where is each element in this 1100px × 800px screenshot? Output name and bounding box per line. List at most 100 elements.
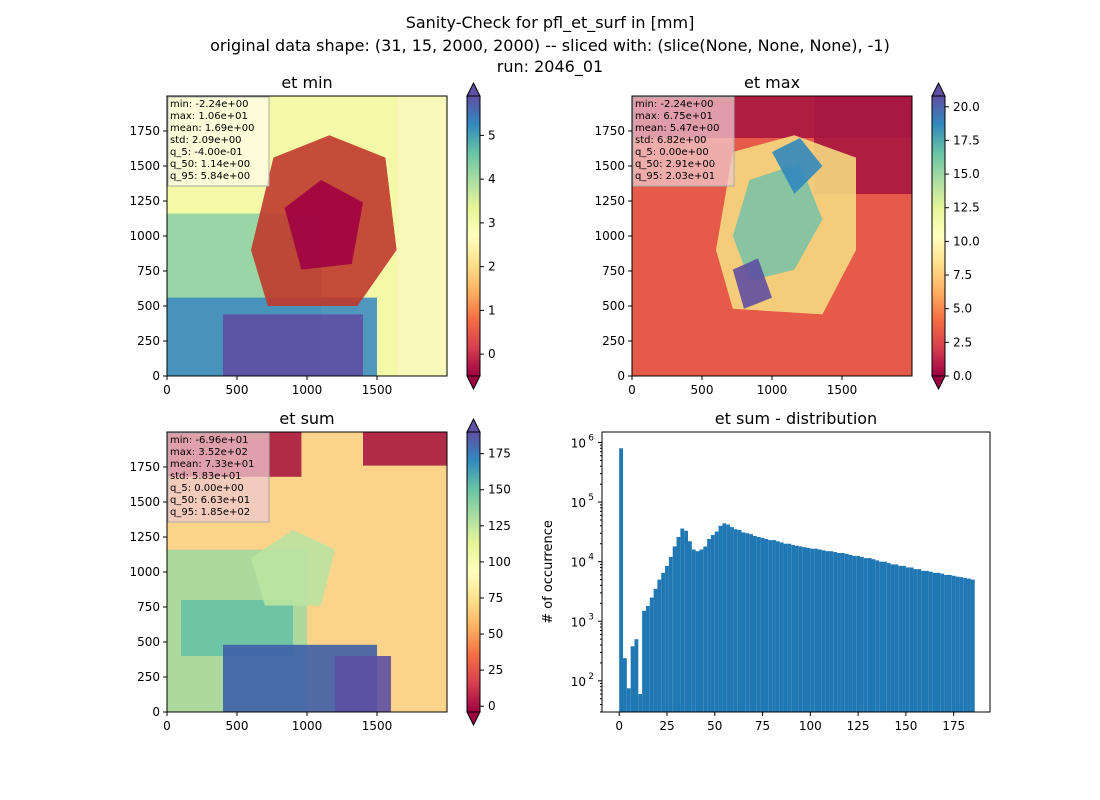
- histogram-bar: [657, 579, 662, 712]
- histogram-bar: [775, 541, 780, 712]
- colorbar-gradient: [932, 96, 945, 376]
- stats-line: q_5: 0.00e+00: [635, 147, 709, 158]
- histogram-bar: [699, 549, 704, 712]
- histogram-bar: [638, 694, 643, 712]
- histogram-bar: [749, 534, 753, 712]
- histogram-bar: [951, 575, 956, 712]
- histogram-bar: [733, 529, 738, 712]
- y-tick-exponent: 6: [588, 433, 594, 443]
- heatmap-region: [772, 138, 823, 194]
- stats-line: q_95: 1.85e+02: [170, 507, 250, 518]
- histogram-bar: [837, 552, 841, 712]
- stats-line: max: 3.52e+02: [170, 447, 248, 458]
- x-tick-label: 150: [894, 719, 917, 733]
- heatmap-region: [363, 432, 447, 466]
- histogram-bar: [787, 543, 792, 712]
- histogram-bar: [810, 548, 815, 712]
- axes-frame: [601, 431, 991, 713]
- histogram-bar: [791, 545, 796, 712]
- x-tick-label: 1000: [757, 383, 788, 397]
- heatmap-region: [732, 163, 823, 281]
- stats-line: min: -2.24e+00: [170, 99, 249, 110]
- x-tick-label: 75: [755, 719, 770, 733]
- panel-title: et min: [281, 73, 332, 92]
- histogram-bar: [653, 588, 658, 712]
- x-tick-label: 0: [163, 383, 171, 397]
- histogram-bar: [680, 528, 685, 712]
- heatmap-region: [223, 314, 363, 376]
- histogram-bar: [630, 646, 635, 712]
- histogram-bar: [745, 533, 750, 712]
- histogram-bar: [764, 539, 769, 712]
- histogram-bar: [798, 546, 803, 712]
- y-axis-label: # of occurrence: [541, 520, 556, 624]
- histogram-bar: [710, 535, 715, 712]
- y-tick-label: 750: [602, 264, 625, 278]
- y-tick-exponent: 2: [588, 672, 594, 682]
- y-tick-label: 1500: [594, 159, 625, 173]
- x-tick-label: 1500: [827, 383, 858, 397]
- stats-line: min: -6.96e+01: [170, 435, 249, 446]
- x-tick-label: 1500: [362, 383, 393, 397]
- stats-box: [167, 432, 270, 523]
- x-tick-label: 125: [847, 719, 870, 733]
- y-tick-label: 750: [137, 264, 160, 278]
- colorbar-tick-label: 2: [488, 260, 496, 274]
- x-tick-label: 500: [226, 383, 249, 397]
- histogram-bar: [970, 579, 975, 712]
- histogram-bar: [806, 547, 811, 712]
- colorbar-tick-label: 17.5: [953, 133, 980, 147]
- colorbar-extend-bottom: [466, 711, 481, 727]
- histogram-bar: [783, 543, 788, 712]
- y-tick-label: 10: [571, 436, 586, 450]
- y-tick-label: 1500: [129, 495, 160, 509]
- histogram-bar: [932, 572, 937, 712]
- x-tick-label: 100: [799, 719, 822, 733]
- y-tick-label: 250: [137, 670, 160, 684]
- heatmap-region: [396, 96, 447, 376]
- x-tick-label: 175: [942, 719, 965, 733]
- colorbar-extend-bottom: [931, 375, 946, 391]
- histogram-bar: [844, 553, 849, 712]
- histogram-bar: [817, 549, 822, 712]
- histogram-bar: [772, 540, 776, 712]
- colorbar-tick-label: 25: [488, 663, 503, 677]
- x-tick-label: 500: [691, 383, 714, 397]
- colorbar-extend-top: [466, 81, 481, 97]
- y-tick-label: 250: [137, 334, 160, 348]
- y-tick-label: 1500: [129, 159, 160, 173]
- histogram-bar: [768, 540, 773, 712]
- stats-line: q_50: 1.14e+00: [170, 159, 250, 170]
- histogram-bar: [902, 565, 906, 712]
- histogram-bar: [688, 541, 692, 712]
- histogram-bar: [634, 639, 639, 712]
- stats-line: mean: 5.47e+00: [635, 123, 719, 134]
- histogram-bar: [626, 688, 631, 712]
- colorbar-extend-top: [466, 417, 481, 433]
- histogram-bar: [695, 551, 700, 712]
- histogram-bar: [898, 565, 903, 712]
- colorbar-tick-label: 7.5: [953, 268, 972, 282]
- colorbar-tick-label: 10.0: [953, 234, 980, 248]
- y-tick-label: 1000: [129, 565, 160, 579]
- y-tick-label: 500: [602, 299, 625, 313]
- heatmap-region: [732, 258, 772, 309]
- histogram-bar: [917, 569, 922, 712]
- histogram-bar: [718, 525, 723, 712]
- y-tick-label: 0: [152, 705, 160, 719]
- histogram-bar: [967, 578, 971, 712]
- histogram-bar: [879, 561, 883, 712]
- stats-line: q_95: 5.84e+00: [170, 171, 250, 182]
- histogram-bar: [925, 570, 929, 712]
- x-tick-label: 25: [659, 719, 674, 733]
- y-tick-label: 1250: [129, 530, 160, 544]
- histogram-bar: [665, 565, 669, 712]
- histogram-bar: [829, 551, 834, 712]
- colorbar-extend-top: [931, 81, 946, 97]
- histogram-bar: [760, 537, 765, 712]
- histogram-bar: [649, 597, 654, 712]
- y-tick-label: 1750: [129, 124, 160, 138]
- x-tick-label: 0: [615, 719, 623, 733]
